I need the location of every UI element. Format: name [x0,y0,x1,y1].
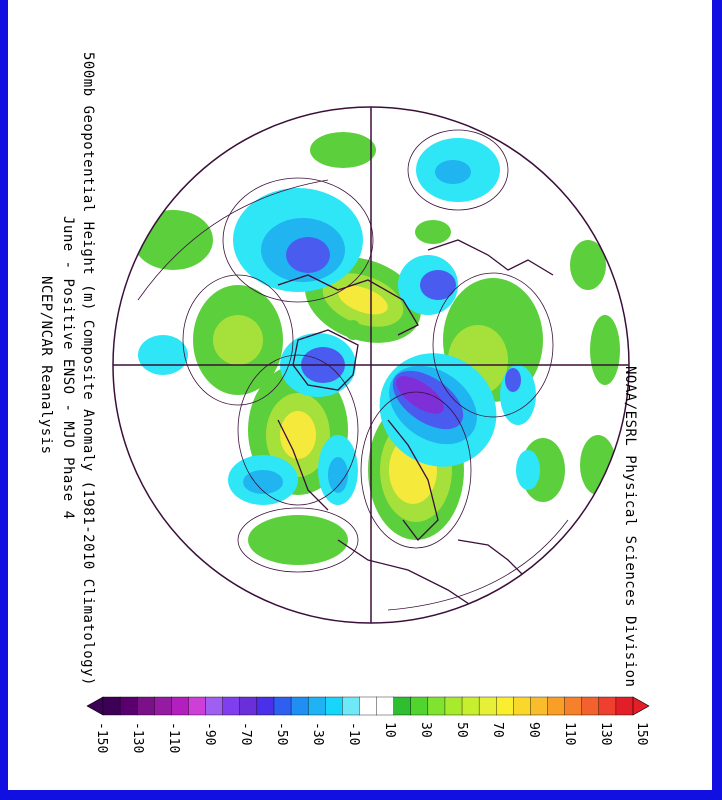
contour-lines [137,129,569,611]
colorbar-swatch [393,696,412,716]
title-line3: NCEP/NCAR Reanalysis [38,276,54,455]
colorbar-swatch [410,696,429,716]
colorbar-tick-label: -70 [238,722,253,746]
colorbar-swatch [359,696,378,716]
colorbar-tick-label: -150 [94,722,109,754]
map-outline [112,106,630,624]
colorbar-swatch [564,696,583,716]
colorbar-swatch [615,696,634,716]
colorbar-swatch [461,696,480,716]
colorbar-swatch [478,696,497,716]
colorbar-min-arrow [86,696,104,716]
colorbar-swatch [376,696,395,716]
colorbar-swatch [154,696,172,716]
colorbar [86,696,650,716]
polar-map [86,106,650,716]
colorbar-tick-label: -30 [310,722,325,746]
colorbar-tick-label: -10 [346,722,361,746]
credit-label: NOAA/ESRL Physical Sciences Division [622,366,638,688]
colorbar-swatch [136,696,155,716]
colorbar-tick-label: -50 [274,722,289,746]
negative-anomalies [138,138,540,505]
colorbar-swatch [496,696,514,716]
colorbar-swatch [547,696,566,716]
colorbar-max-arrow [632,696,650,716]
colorbar-swatch [307,696,326,716]
colorbar-tick-label: 90 [526,722,541,738]
colorbar-swatch [222,696,241,716]
colorbar-swatch [205,696,224,716]
colorbar-tick-label: -110 [166,722,181,754]
colorbar-tick-label: 50 [454,722,469,738]
colorbar-swatch [256,696,275,716]
colorbar-tick-label: -90 [202,722,217,746]
colorbar-swatch [325,696,343,716]
colorbar-tick-label: 10 [382,722,397,738]
colorbar-tick-label: 70 [490,722,505,738]
title-line2: June - Positive ENSO - MJO Phase 4 [60,216,76,520]
colorbar-tick-label: 30 [418,722,433,738]
coastlines [277,239,554,611]
colorbar-swatch [427,696,446,716]
colorbar-swatch [513,696,531,716]
colorbar-tick-label: 110 [562,722,577,746]
title-line1: 500mb Geopotential Height (m) Composite … [80,52,96,686]
colorbar-swatch [530,696,549,716]
colorbar-swatch [444,696,463,716]
colorbar-tick-label: 130 [598,722,613,746]
colorbar-swatch [342,696,360,716]
colorbar-tick-label: 150 [634,722,649,746]
colorbar-tick-label: -130 [130,722,145,754]
colorbar-swatch [119,696,138,716]
colorbar-swatch [581,696,600,716]
colorbar-swatch [102,696,121,716]
colorbar-swatch [188,696,207,716]
colorbar-swatch [171,696,189,716]
colorbar-swatch [273,696,292,716]
figure-frame: 500mb Geopotential Height (m) Composite … [8,0,712,790]
colorbar-swatch [239,696,258,716]
colorbar-swatch [598,696,617,716]
colorbar-swatch [290,696,309,716]
